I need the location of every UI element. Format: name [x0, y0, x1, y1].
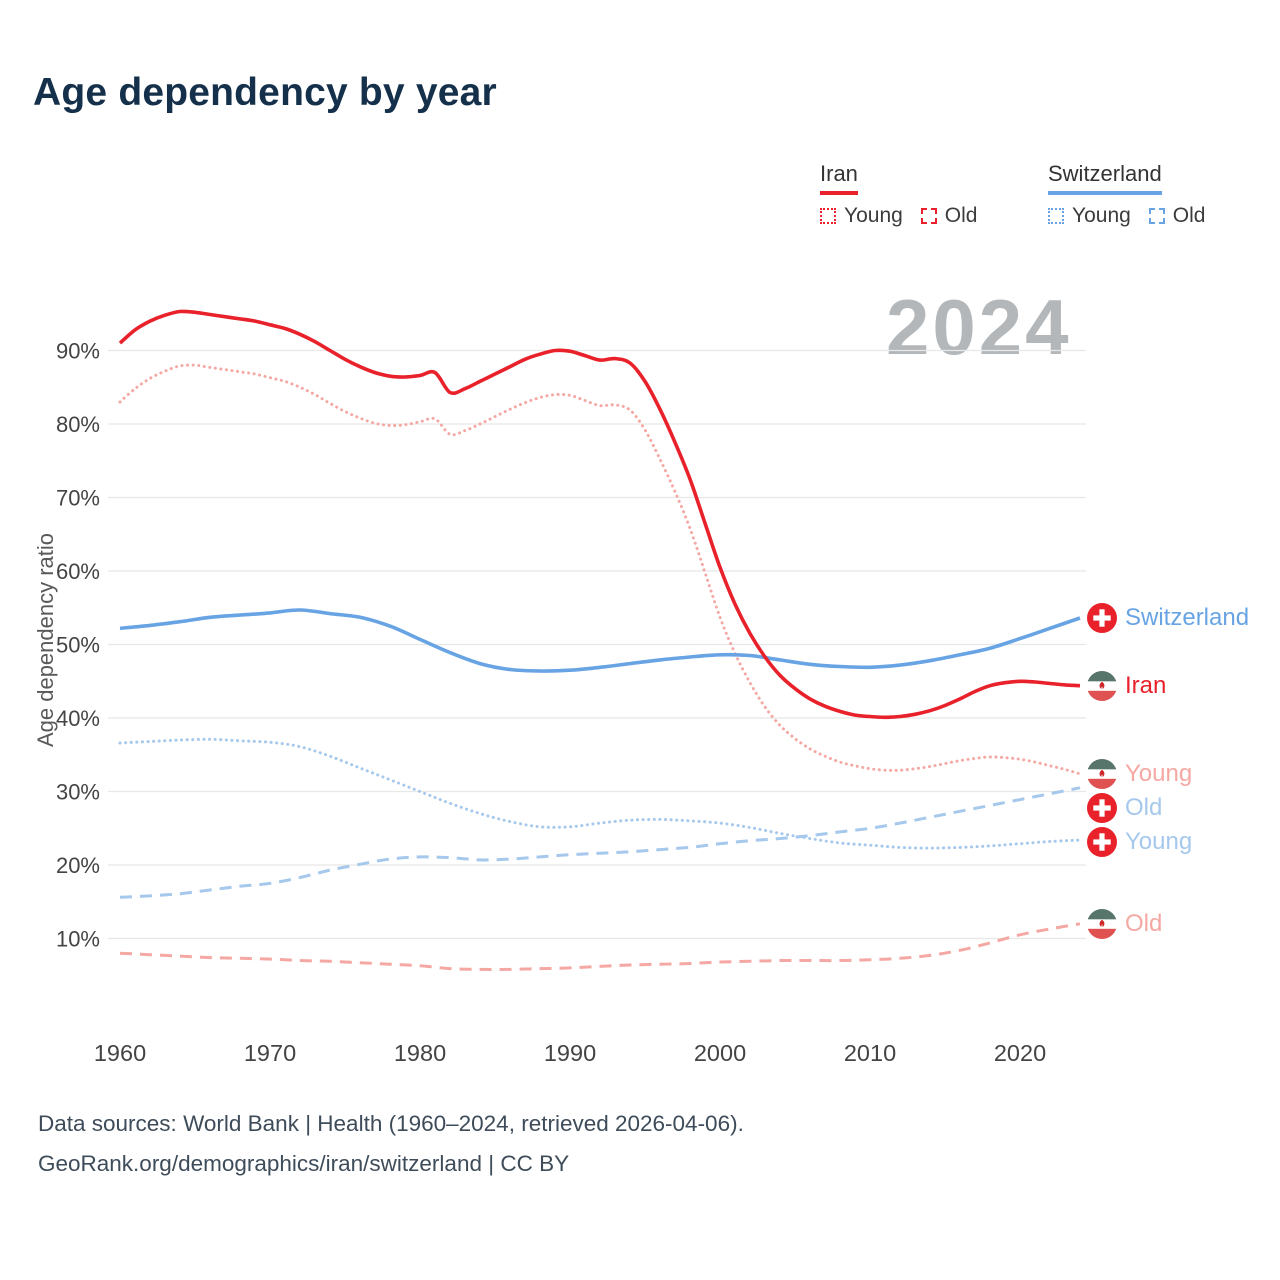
- legend-switzerland-young-label: Young: [1072, 204, 1131, 227]
- legend-item-switzerland-young[interactable]: Young: [1048, 204, 1131, 228]
- year-watermark: 2024: [886, 283, 1072, 371]
- x-tick-label: 2020: [994, 1040, 1046, 1066]
- y-tick-label: 20%: [56, 853, 100, 878]
- legend-item-iran-young[interactable]: Young: [820, 204, 903, 228]
- x-tick-label: 1960: [94, 1040, 146, 1066]
- series-line-iran_old[interactable]: [119, 922, 1081, 971]
- legend-group-iran: Iran Young Old: [820, 161, 977, 228]
- switzerland-young-dotted-swatch-icon: [1048, 208, 1064, 224]
- y-tick-label: 70%: [56, 486, 100, 511]
- x-tick-label: 1970: [244, 1040, 296, 1066]
- chart-title: Age dependency by year: [33, 71, 497, 114]
- legend-group-switzerland: Switzerland Young Old: [1048, 161, 1205, 228]
- legend-country-switzerland[interactable]: Switzerland: [1048, 161, 1205, 195]
- y-tick-label: 90%: [56, 339, 100, 364]
- series-line-swiss_total[interactable]: [119, 608, 1081, 673]
- series-line-swiss_old[interactable]: [119, 786, 1081, 899]
- footer: Data sources: World Bank | Health (1960–…: [38, 1104, 744, 1184]
- y-tick-label: 10%: [56, 927, 100, 952]
- x-tick-label: 2000: [694, 1040, 746, 1066]
- footer-attribution: GeoRank.org/demographics/iran/switzerlan…: [38, 1151, 570, 1176]
- legend-item-iran-old[interactable]: Old: [920, 204, 978, 228]
- legend: Iran Young Old Switzerland Young: [0, 161, 1280, 251]
- legend-items-iran: Young Old: [820, 204, 977, 228]
- legend-switzerland-name[interactable]: Switzerland: [1048, 161, 1162, 195]
- series-line-iran_young[interactable]: [118, 363, 1082, 776]
- series-line-swiss_young[interactable]: [118, 737, 1082, 850]
- iran-young-dotted-swatch-icon: [820, 208, 836, 224]
- iran-old-dashed-swatch-icon: [920, 208, 937, 224]
- legend-items-switzerland: Young Old: [1048, 204, 1205, 228]
- x-tick-label: 2010: [844, 1040, 896, 1066]
- legend-iran-name[interactable]: Iran: [820, 161, 858, 195]
- x-tick-label: 1980: [394, 1040, 446, 1066]
- y-tick-label: 60%: [56, 559, 100, 584]
- y-tick-label: 30%: [56, 780, 100, 805]
- y-tick-label: 50%: [56, 633, 100, 658]
- y-tick-label: 80%: [56, 412, 100, 437]
- switzerland-old-dashed-swatch-icon: [1148, 208, 1165, 224]
- legend-item-switzerland-old[interactable]: Old: [1148, 204, 1206, 228]
- y-axis-label: Age dependency ratio: [33, 532, 58, 748]
- series-line-iran_total[interactable]: [118, 309, 1081, 720]
- legend-country-iran[interactable]: Iran: [820, 161, 977, 195]
- x-tick-label: 1990: [544, 1040, 596, 1066]
- legend-iran-old-label: Old: [944, 204, 978, 227]
- legend-switzerland-old-label: Old: [1172, 204, 1206, 227]
- y-tick-label: 40%: [56, 706, 100, 731]
- legend-iran-young-label: Young: [844, 204, 903, 227]
- footer-sources: Data sources: World Bank | Health (1960–…: [38, 1111, 744, 1136]
